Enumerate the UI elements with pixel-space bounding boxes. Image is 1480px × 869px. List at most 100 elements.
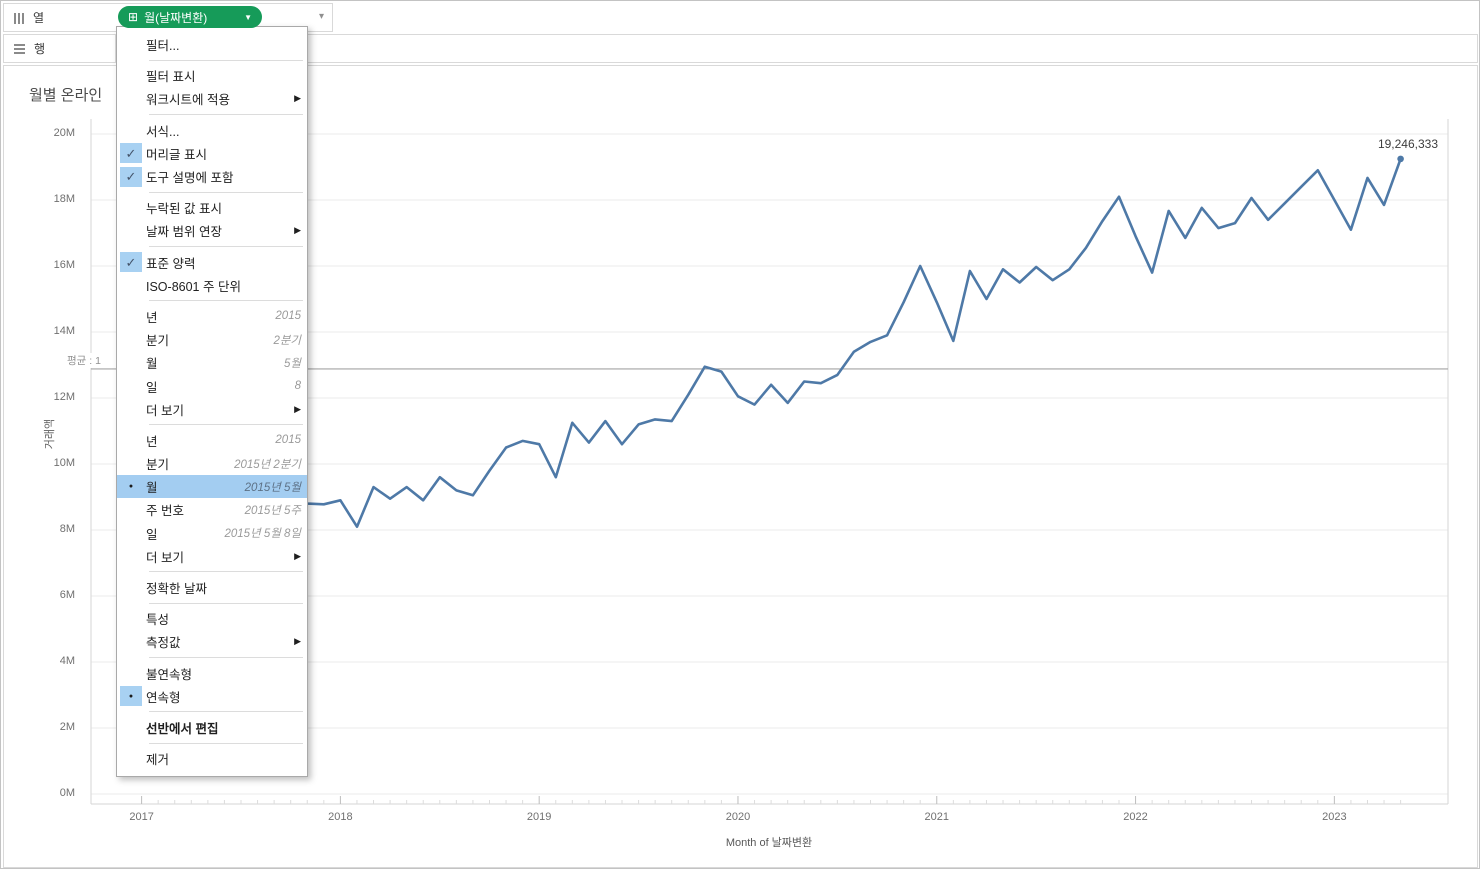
menu-gutter [120,430,142,450]
menu-separator [149,657,303,658]
menu-item[interactable]: ISO-8601 주 단위 [117,274,307,297]
menu-item-label: 누락된 값 표시 [146,202,222,217]
rows-shelf[interactable] [117,34,1478,63]
menu-item-label: 머리글 표시 [146,147,207,162]
menu-item-label: 년 [146,434,158,449]
menu-gutter [120,376,142,396]
menu-gutter [120,306,142,326]
menu-item[interactable]: 특성 [117,607,307,630]
date-field-pill[interactable]: ⊞ 월(날짜변환) ▼ [118,6,262,28]
menu-item[interactable]: 월 5월 [117,351,307,374]
menu-item-label: 선반에서 편집 [146,721,219,736]
submenu-arrow-icon: ▶ [294,403,301,414]
menu-gutter [120,609,142,629]
y-axis-tick-label: 2M [59,721,75,733]
menu-item[interactable]: 누락된 값 표시 [117,196,307,219]
menu-item-label: 일 [146,380,158,395]
chevron-down-icon[interactable]: ▾ [318,11,324,22]
menu-separator [149,191,303,193]
x-axis-tick-label: 2020 [725,811,751,823]
menu-item[interactable]: 분기 2015년 2분기 [117,452,307,475]
menu-item[interactable]: 날짜 범위 연장 ▶ [117,219,307,242]
menu-item[interactable]: 제거 [117,747,307,770]
menu-item[interactable]: ✓ 머리글 표시 [117,142,307,165]
menu-item[interactable]: 서식... [117,119,307,142]
menu-item[interactable]: 년 2015 [117,305,307,328]
y-axis-tick-label: 10M [53,457,75,469]
last-point-value-label: 19,246,333 [1377,137,1438,151]
menu-item[interactable]: 더 보기 ▶ [117,398,307,421]
menu-item-label: 더 보기 [146,550,184,565]
menu-item-label: 월 [146,481,158,496]
menu-separator [149,246,303,247]
rows-icon [14,43,25,54]
menu-gutter [120,120,142,140]
menu-item-label: 연속형 [146,690,181,705]
menu-item-label: 날짜 범위 연장 [146,225,222,240]
x-axis-tick-label: 2023 [1322,811,1347,823]
checkmark-icon: ✓ [120,166,142,187]
pill-caret-icon[interactable]: ▼ [244,12,252,22]
menu-item[interactable]: 측정값 ▶ [117,630,307,653]
menu-item-label: 특성 [146,613,170,628]
menu-separator [149,602,303,604]
submenu-arrow-icon: ▶ [294,93,301,104]
menu-item[interactable]: ✓ 도구 설명에 포함 [117,165,307,188]
x-axis-tick-label: 2022 [1123,811,1148,823]
menu-item[interactable]: 필터... [117,33,307,56]
menu-item[interactable]: 일 2015년 5월 8일 [117,522,307,545]
menu-item-example-value: 2015년 2분기 [234,458,301,471]
menu-item-example-value: 8 [294,380,301,393]
menu-item[interactable]: ● 월 2015년 5월 [117,475,307,499]
columns-icon [14,12,24,24]
pill-label: 월(날짜변환) [144,10,208,25]
menu-item[interactable]: 선반에서 편집 [117,716,307,739]
menu-item-label: 일 [146,527,158,542]
menu-item[interactable]: 필터 표시 [117,64,307,87]
y-axis-tick-label: 8M [59,523,75,535]
y-axis-tick-label: 14M [53,325,75,337]
submenu-arrow-icon: ▶ [294,225,301,236]
menu-item-label: 년 [146,310,158,325]
reference-line-label: 평균 : 1 [65,353,103,368]
columns-shelf-label: 열 [33,11,45,25]
menu-gutter [120,399,142,419]
menu-item[interactable]: 년 2015 [117,429,307,452]
submenu-arrow-icon: ▶ [294,550,301,561]
menu-item[interactable]: 워크시트에 적용 ▶ [117,87,307,110]
y-axis-title: 거래액 [44,418,56,450]
menu-item-example-value: 2015 [275,434,301,447]
menu-gutter [120,749,142,769]
menu-item-label: 월 [146,357,158,372]
menu-item[interactable]: ● 연속형 [117,685,307,708]
x-axis-tick-label: 2017 [129,811,154,823]
radio-bullet-icon: ● [120,686,142,707]
menu-item-label: 분기 [146,334,170,349]
menu-item[interactable]: 분기 2분기 [117,328,307,351]
menu-gutter [120,546,142,566]
y-axis-tick-label: 18M [53,193,75,205]
menu-gutter [120,198,142,218]
menu-item[interactable]: 더 보기 ▶ [117,545,307,568]
menu-gutter [120,500,142,520]
menu-item[interactable]: 주 번호 2015년 5주 [117,498,307,521]
x-axis-tick-label: 2018 [328,811,353,823]
submenu-arrow-icon: ▶ [294,636,301,647]
menu-item[interactable]: 정확한 날짜 [117,576,307,599]
menu-item[interactable]: 불연속형 [117,662,307,685]
menu-item[interactable]: ✓ 표준 양력 [117,251,307,274]
menu-item-label: 불연속형 [146,667,193,682]
menu-separator [149,711,303,713]
menu-item-example-value: 2분기 [273,334,301,347]
x-axis-tick-label: 2019 [526,811,552,823]
context-menu: 필터... 필터 표시 워크시트에 적용 ▶ 서식... ✓ 머리글 표시 ✓ 도구 설명에 포… [116,26,308,778]
menu-item-label: ISO-8601 주 단위 [146,279,241,294]
menu-item-label: 분기 [146,458,170,473]
checkmark-icon: ✓ [120,143,142,164]
menu-gutter [120,663,142,683]
menu-separator [149,742,303,744]
menu-item-label: 필터 표시 [146,70,196,85]
expand-hierarchy-icon[interactable]: ⊞ [128,10,139,24]
menu-item-example-value: 5월 [284,357,301,370]
